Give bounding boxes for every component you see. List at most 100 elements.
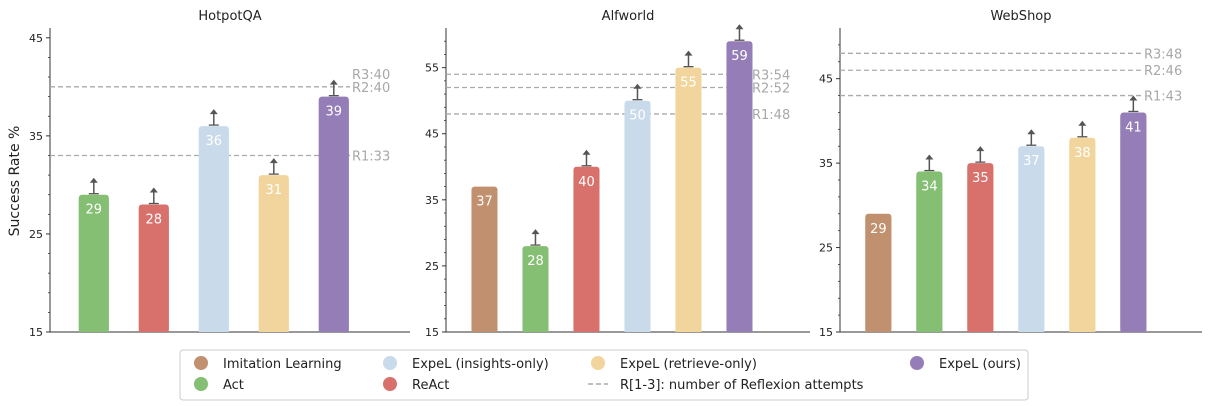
legend-item: ExpeL (ours) <box>910 356 1021 372</box>
y-tick-label: 25 <box>819 242 833 255</box>
bar-body <box>865 217 892 332</box>
legend-marker <box>591 356 605 370</box>
bar-body <box>675 71 702 333</box>
chart-title: Alfworld <box>602 9 655 24</box>
y-tick-label: 45 <box>819 73 833 86</box>
y-tick-label: 45 <box>29 32 43 45</box>
bar-body <box>573 170 600 332</box>
bar-body <box>1018 150 1045 332</box>
bar-value-label: 38 <box>1074 146 1091 161</box>
bar-body <box>726 45 753 332</box>
reflexion-label: R2:52 <box>752 81 790 96</box>
legend-item: ExpeL (retrieve-only) <box>591 356 757 372</box>
legend-item: Imitation Learning <box>194 356 342 372</box>
reflexion-label: R2:40 <box>352 81 390 96</box>
y-tick-label: 15 <box>425 326 439 339</box>
bar-value-label: 37 <box>476 195 493 210</box>
y-tick-label: 15 <box>29 326 43 339</box>
bar-body <box>1069 141 1096 332</box>
y-tick-label: 55 <box>425 62 439 75</box>
bar-body <box>916 175 943 332</box>
bar-value-label: 39 <box>326 105 343 120</box>
y-tick-label: 35 <box>29 130 43 143</box>
legend-label: ExpeL (retrieve-only) <box>620 357 757 372</box>
y-tick-label: 25 <box>425 260 439 273</box>
legend-label: ExpeL (insights-only) <box>412 357 549 372</box>
bar-value-label: 55 <box>680 76 697 91</box>
bar-body <box>318 100 349 332</box>
bar-value-label: 59 <box>731 49 748 64</box>
legend-marker <box>194 377 208 391</box>
legend-marker <box>910 356 924 370</box>
improvement-arrowhead <box>209 109 218 115</box>
reflexion-label: R2:46 <box>1144 64 1182 79</box>
legend-label: ExpeL (ours) <box>939 357 1021 372</box>
chart-title: HotpotQA <box>198 9 261 24</box>
y-tick-label: 15 <box>819 326 833 339</box>
bar-body <box>198 130 229 332</box>
bar-value-label: 34 <box>921 180 938 195</box>
reflexion-label: R1:43 <box>1144 90 1182 105</box>
bar-value-label: 35 <box>972 171 989 186</box>
bar-value-label: 28 <box>527 254 544 269</box>
bar-body <box>138 208 169 332</box>
legend-label: R[1-3]: number of Reflexion attempts <box>620 378 864 393</box>
legend-marker <box>383 356 397 370</box>
reflexion-label: R3:54 <box>752 68 790 83</box>
improvement-arrowhead <box>269 158 278 164</box>
bar-value-label: 37 <box>1023 154 1040 169</box>
bar-body <box>522 250 549 332</box>
legend-item: ReAct <box>383 377 449 393</box>
chart-panel-2: WebShop 15 25 35 45 R1:43 R2:46 R3:48 29 34 35 37 38… <box>819 9 1202 339</box>
legend-item: Act <box>194 377 244 393</box>
legend-marker <box>383 377 397 391</box>
legend-item: R[1-3]: number of Reflexion attempts <box>588 378 864 393</box>
reflexion-label: R1:33 <box>352 149 390 164</box>
improvement-arrowhead <box>684 50 693 56</box>
improvement-arrowhead <box>329 79 338 85</box>
improvement-arrowhead <box>1078 120 1087 126</box>
bar-body <box>78 198 109 332</box>
improvement-arrowhead <box>976 146 985 152</box>
legend-label: ReAct <box>412 378 449 393</box>
bar-body <box>258 179 289 332</box>
improvement-arrowhead <box>531 229 540 235</box>
reflexion-label: R3:48 <box>1144 47 1182 62</box>
chart-title: WebShop <box>990 9 1051 24</box>
bar-value-label: 29 <box>870 222 887 237</box>
y-tick-label: 35 <box>425 194 439 207</box>
bar-body <box>967 167 994 332</box>
y-tick-label: 45 <box>425 128 439 141</box>
reflexion-label: R3:40 <box>352 68 390 83</box>
bar-value-label: 36 <box>206 134 223 149</box>
bar-body <box>624 104 651 333</box>
improvement-arrowhead <box>735 24 744 30</box>
legend-item: ExpeL (insights-only) <box>383 356 549 372</box>
improvement-arrowhead <box>1129 95 1138 101</box>
bar-value-label: 28 <box>146 213 163 228</box>
y-tick-label: 25 <box>29 228 43 241</box>
bar-body <box>1120 116 1147 332</box>
improvement-arrowhead <box>582 149 591 155</box>
bar-value-label: 50 <box>629 109 646 124</box>
legend: Imitation Learning Act ExpeL (insights-onl… <box>179 349 1029 401</box>
improvement-arrowhead <box>89 177 98 183</box>
bar-value-label: 31 <box>266 183 283 198</box>
y-axis-label: Success Rate % <box>7 126 23 237</box>
legend-label: Imitation Learning <box>223 357 342 372</box>
improvement-arrowhead <box>149 187 158 193</box>
improvement-arrowhead <box>925 154 934 160</box>
bar-value-label: 40 <box>578 175 595 190</box>
bar-value-label: 41 <box>1125 120 1142 135</box>
bar-value-label: 29 <box>86 203 103 218</box>
bar-body <box>471 190 498 332</box>
y-tick-label: 35 <box>819 157 833 170</box>
improvement-arrowhead <box>633 83 642 89</box>
improvement-arrowhead <box>1027 129 1036 135</box>
legend-label: Act <box>223 378 244 393</box>
reflexion-label: R1:48 <box>752 108 790 123</box>
